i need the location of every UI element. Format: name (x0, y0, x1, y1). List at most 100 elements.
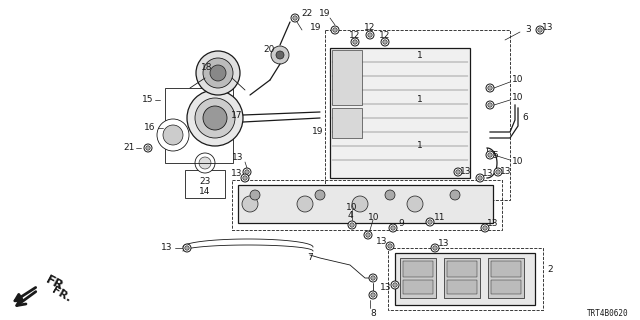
Text: 16: 16 (144, 124, 156, 132)
Circle shape (185, 246, 189, 250)
Text: 13: 13 (376, 236, 388, 245)
Circle shape (331, 26, 339, 34)
Circle shape (195, 98, 235, 138)
Circle shape (243, 168, 251, 176)
Circle shape (431, 244, 439, 252)
Text: FR.: FR. (43, 273, 70, 295)
Circle shape (353, 40, 357, 44)
Text: 13: 13 (161, 244, 173, 252)
Text: 12: 12 (364, 22, 376, 31)
Circle shape (297, 196, 313, 212)
Circle shape (242, 196, 258, 212)
Text: 19: 19 (312, 127, 324, 137)
Text: 10: 10 (512, 76, 524, 84)
Circle shape (433, 246, 437, 250)
Text: 6: 6 (522, 114, 528, 123)
Bar (447, 261, 477, 277)
Circle shape (196, 51, 240, 95)
Circle shape (391, 281, 399, 289)
Text: 13: 13 (483, 169, 493, 178)
Circle shape (386, 242, 394, 250)
Bar (185, 170, 225, 198)
Circle shape (199, 157, 211, 169)
Text: 23: 23 (199, 178, 211, 187)
Text: 4: 4 (347, 211, 353, 220)
Text: 12: 12 (380, 30, 390, 39)
Circle shape (315, 190, 325, 200)
Text: 18: 18 (201, 63, 212, 73)
Text: 12: 12 (349, 30, 361, 39)
Text: 13: 13 (232, 154, 244, 163)
Bar (491, 280, 521, 294)
Text: 8: 8 (370, 308, 376, 317)
Circle shape (348, 221, 356, 229)
Circle shape (494, 168, 502, 176)
Circle shape (293, 16, 297, 20)
Text: 2: 2 (547, 266, 553, 275)
Text: 19: 19 (310, 23, 322, 33)
Text: 19: 19 (319, 10, 331, 19)
Circle shape (486, 101, 494, 109)
Text: 17: 17 (231, 110, 243, 119)
Circle shape (351, 38, 359, 46)
Text: 13: 13 (460, 167, 472, 177)
Circle shape (350, 223, 354, 227)
Bar (238, 185, 493, 223)
Text: 1: 1 (417, 95, 423, 105)
Circle shape (536, 26, 544, 34)
Bar (403, 280, 433, 294)
Text: 14: 14 (199, 187, 211, 196)
Text: 13: 13 (380, 284, 392, 292)
Text: 10: 10 (346, 203, 358, 212)
Text: 13: 13 (438, 239, 450, 249)
Circle shape (496, 170, 500, 174)
Circle shape (456, 170, 460, 174)
Text: TRT4B0620: TRT4B0620 (587, 309, 629, 318)
Text: 20: 20 (263, 45, 275, 54)
Circle shape (486, 151, 494, 159)
Circle shape (486, 84, 494, 92)
Circle shape (488, 153, 492, 157)
Text: 13: 13 (231, 169, 243, 178)
Circle shape (271, 46, 289, 64)
Circle shape (483, 226, 487, 230)
Bar (395, 253, 535, 305)
Circle shape (381, 38, 389, 46)
Circle shape (428, 220, 432, 224)
Circle shape (391, 226, 396, 230)
Text: 13: 13 (542, 22, 554, 31)
Bar (447, 280, 477, 294)
Circle shape (291, 14, 299, 22)
Bar (403, 261, 433, 277)
Bar (488, 258, 524, 298)
Circle shape (383, 40, 387, 44)
Circle shape (369, 291, 377, 299)
Circle shape (352, 196, 368, 212)
Circle shape (450, 190, 460, 200)
Text: 10: 10 (512, 93, 524, 102)
Circle shape (187, 90, 243, 146)
Circle shape (488, 103, 492, 107)
Circle shape (368, 33, 372, 37)
Text: 22: 22 (301, 9, 312, 18)
Text: 7: 7 (307, 253, 313, 262)
Circle shape (366, 233, 370, 237)
Circle shape (481, 224, 489, 232)
Circle shape (538, 28, 542, 32)
Circle shape (389, 224, 397, 232)
Circle shape (369, 274, 377, 282)
Bar (232, 180, 502, 230)
Circle shape (203, 106, 227, 130)
Text: 10: 10 (512, 157, 524, 166)
Bar (332, 108, 362, 138)
Circle shape (454, 168, 462, 176)
Circle shape (385, 190, 395, 200)
Circle shape (157, 119, 189, 151)
Circle shape (146, 146, 150, 150)
Circle shape (195, 153, 215, 173)
Bar (491, 261, 521, 277)
Circle shape (183, 244, 191, 252)
Bar (444, 258, 480, 298)
Circle shape (407, 196, 423, 212)
Circle shape (245, 170, 249, 174)
